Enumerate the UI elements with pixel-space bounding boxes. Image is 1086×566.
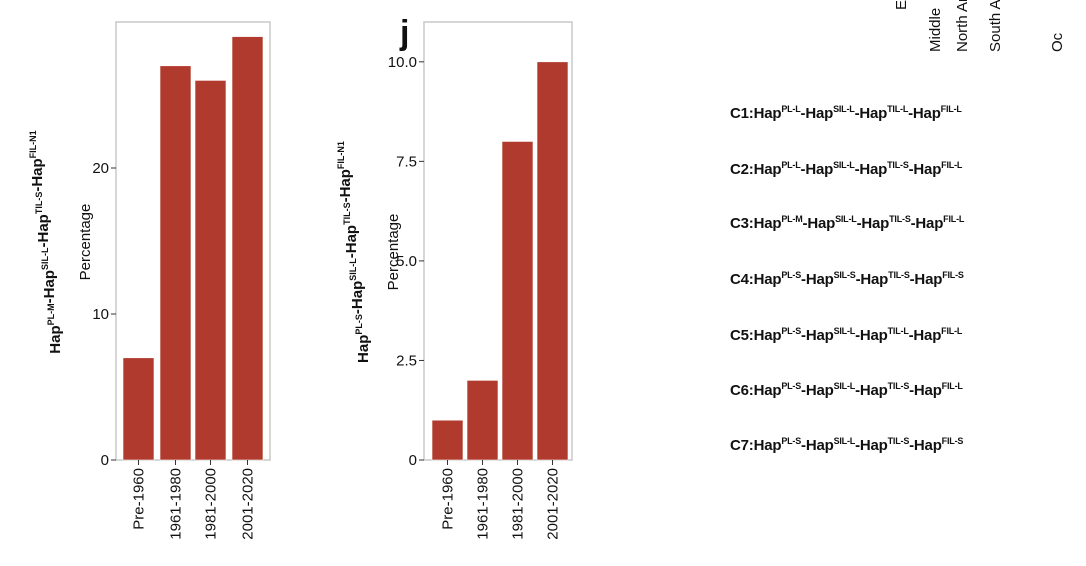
genotype-axis-label: HapPL-S-HapSIL-L-HapTIL-S-HapFIL-N1 [336,141,372,363]
y-tick-label: 2.5 [396,352,417,369]
y-tick-label: 5.0 [396,253,417,270]
bar-2001-2020 [231,36,264,461]
genotype-axis-label: HapPL-M-HapSIL-L-HapTIL-S-HapFIL-N1 [28,130,64,353]
bar-2001-2020 [536,61,569,461]
y-axis-label: Percentage [385,214,402,291]
y-tick-label: 10 [92,306,109,323]
x-tick-label: 1981-2000 [510,468,527,540]
x-tick-label: Pre-1960 [440,468,457,530]
region-label: North An [954,0,971,52]
bar-Pre-1960 [122,357,155,461]
x-tick-label: 1961-1980 [475,468,492,540]
region-label: Middle [927,8,944,52]
y-tick-label: 0 [409,452,417,469]
y-tick-label: 7.5 [396,153,417,170]
region-label-partial: E [893,0,910,10]
panel-label: j [399,14,409,52]
y-axis-label: Percentage [77,204,94,281]
y-tick-label: 0 [101,452,109,469]
bar-Pre-1960 [431,419,464,461]
chart-panel-1: 0 10 20 Pre-1960 1961-1980 1981-2000 2001-2020… [28,21,271,540]
y-tick-label: 20 [92,160,109,177]
bar-1961-1980 [466,380,499,461]
x-tick-label: 1961-1980 [168,468,185,540]
x-tick-label: 1981-2000 [203,468,220,540]
bar-1981-2000 [501,141,534,461]
region-label: Oc [1049,32,1066,52]
x-tick-label: Pre-1960 [131,468,148,530]
bar-1961-1980 [159,65,192,461]
y-tick-label: 10.0 [388,54,417,71]
region-label: South An [987,0,1004,52]
x-tick-label: 2001-2020 [240,468,257,540]
bar-1981-2000 [194,80,227,461]
plot-frame [115,21,271,461]
chart-panel-2: 0 2.5 5.0 7.5 10.0 Pre-1960 1961-1980 1981-2000… [336,14,573,540]
x-tick-label: 2001-2020 [545,468,562,540]
